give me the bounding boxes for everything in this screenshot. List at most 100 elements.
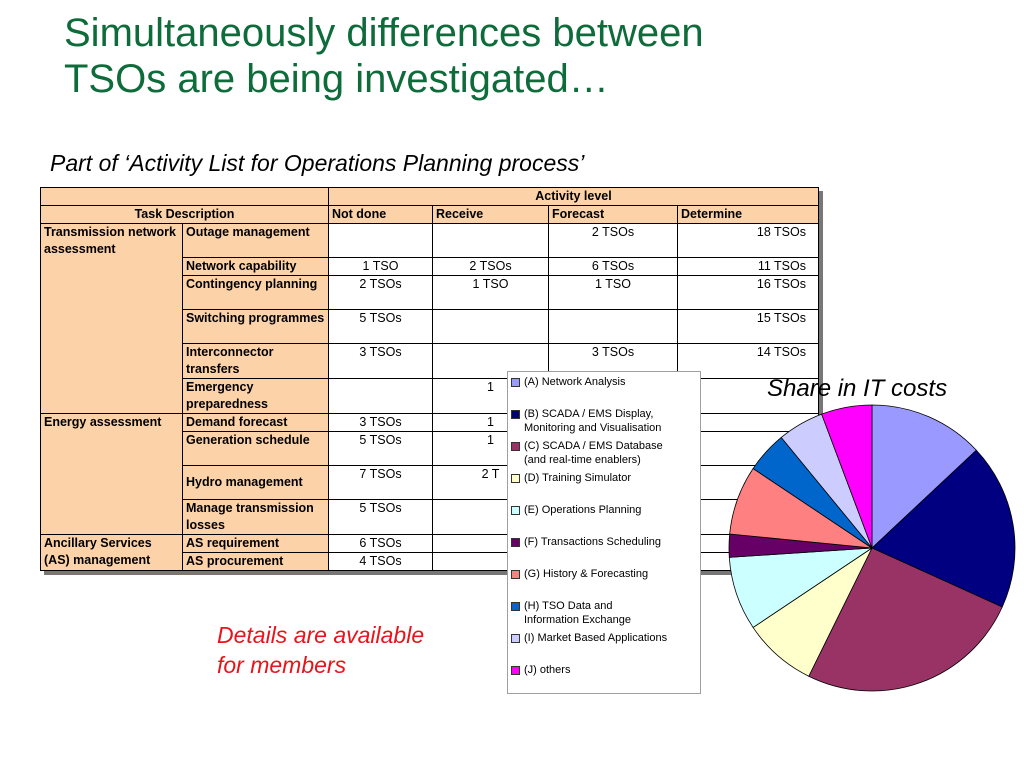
legend-label: (C) SCADA / EMS Database (and real-time … <box>524 440 663 466</box>
cell-not-done: 5 TSOs <box>328 309 433 344</box>
title-line-1: Simultaneously differences between <box>64 11 704 55</box>
title-line-2: TSOs are being investigated… <box>64 57 609 101</box>
pie-slice <box>871 449 1016 608</box>
group-transmission-network-assessment: Transmission network assessment <box>40 223 183 414</box>
cell-not-done: 2 TSOs <box>328 275 433 310</box>
legend-swatch <box>511 634 520 643</box>
cell-determine: 16 TSOs <box>677 275 819 310</box>
legend-swatch <box>511 410 520 419</box>
legend-swatch <box>511 474 520 483</box>
details-note: Details are available for members <box>217 620 424 680</box>
cell-forecast: 6 TSOs <box>548 257 678 276</box>
cell-forecast <box>548 309 678 344</box>
cell-not-done: 1 TSO <box>328 257 433 276</box>
cell-determine: 15 TSOs <box>677 309 819 344</box>
table-caption: Part of ‘Activity List for Operations Pl… <box>50 150 585 176</box>
task-cell: Generation schedule <box>182 431 329 466</box>
table-row: Contingency planning 2 TSOs 1 TSO 1 TSO … <box>41 275 819 310</box>
legend-label: (H) TSO Data and Information Exchange <box>524 600 632 626</box>
column-header-not-done: Not done <box>328 205 433 224</box>
legend-item: (F) Transactions Scheduling <box>511 535 699 549</box>
header-blank-cell <box>40 187 329 206</box>
table-row: Energy assessment Demand forecast 3 TSOs… <box>40 413 819 535</box>
cell-determine: 14 TSOs <box>677 343 819 379</box>
legend-swatch <box>511 538 520 547</box>
column-header-receive: Receive <box>432 205 549 224</box>
group-energy-assessment: Energy assessment <box>40 413 183 535</box>
table-header-row: Activity level <box>40 187 819 206</box>
legend-swatch <box>511 602 520 611</box>
chart-title: Share in IT costs <box>767 375 948 402</box>
cell-not-done <box>328 378 433 414</box>
legend-swatch <box>511 506 520 515</box>
chart-legend: (A) Network Analysis (B) SCADA / EMS Disp… <box>507 371 701 694</box>
table-row: Ancillary Services (AS) management AS re… <box>40 534 819 571</box>
legend-swatch <box>511 378 520 387</box>
cell-not-done: 6 TSOs <box>328 534 433 553</box>
cell-receive: 2 TSOs <box>432 257 549 276</box>
cell-forecast: 1 TSO <box>548 275 678 310</box>
legend-label: (D) Training Simulator <box>524 472 631 484</box>
legend-item: (E) Operations Planning <box>511 503 699 517</box>
cell-not-done: 5 TSOs <box>328 431 433 466</box>
legend-label: (A) Network Analysis <box>524 376 626 388</box>
table-row: Network capability 1 TSO 2 TSOs 6 TSOs 1… <box>41 257 819 276</box>
table-row: Switching programmes 5 TSOs 15 TSOs <box>41 309 819 344</box>
column-header-forecast: Forecast <box>548 205 678 224</box>
details-note-line-1: Details are available <box>217 622 425 648</box>
task-cell: Demand forecast <box>182 413 329 432</box>
activity-table: Activity level Task Description Not done… <box>40 187 819 571</box>
task-description-header: Task Description <box>40 205 329 224</box>
legend-item: (H) TSO Data and Information Exchange <box>511 599 699 627</box>
cell-not-done <box>328 223 433 258</box>
legend-label: (B) SCADA / EMS Display, Monitoring and … <box>524 408 662 434</box>
activity-level-header: Activity level <box>328 187 819 206</box>
task-cell: Hydro management <box>182 465 329 500</box>
legend-label: (G) History & Forecasting <box>524 568 649 580</box>
cell-receive: 1 TSO <box>432 275 549 310</box>
cell-determine <box>677 378 819 414</box>
task-cell: Contingency planning <box>182 275 329 310</box>
cell-receive <box>432 309 549 344</box>
legend-label: (F) Transactions Scheduling <box>524 536 661 548</box>
legend-swatch <box>511 570 520 579</box>
task-cell: Network capability <box>182 257 329 276</box>
cell-not-done: 3 TSOs <box>328 343 433 379</box>
legend-label: (J) others <box>524 664 571 676</box>
legend-item: (A) Network Analysis <box>511 375 699 389</box>
slide-title: Simultaneously differences between TSOs … <box>64 10 824 102</box>
task-cell: AS requirement <box>182 534 329 553</box>
cell-not-done: 3 TSOs <box>328 413 433 432</box>
legend-item: (G) History & Forecasting <box>511 567 699 581</box>
legend-label: (I) Market Based Applications <box>524 632 668 644</box>
cell-forecast: 2 TSOs <box>548 223 678 258</box>
legend-item: (J) others <box>511 663 699 677</box>
cell-determine: 11 TSOs <box>677 257 819 276</box>
column-header-determine: Determine <box>677 205 819 224</box>
task-cell: Manage transmission losses <box>182 499 329 535</box>
legend-label: (E) Operations Planning <box>524 504 642 516</box>
cell-not-done: 4 TSOs <box>328 552 433 571</box>
pie-chart <box>728 404 1016 692</box>
cell-determine: 18 TSOs <box>677 223 819 258</box>
legend-item: (D) Training Simulator <box>511 471 699 485</box>
cell-not-done: 7 TSOs <box>328 465 433 500</box>
task-cell: Interconnector transfers <box>182 343 329 379</box>
legend-item: (I) Market Based Applications <box>511 631 699 645</box>
pie-slice <box>808 547 1003 692</box>
cell-not-done: 5 TSOs <box>328 499 433 535</box>
legend-swatch <box>511 442 520 451</box>
table-row: Transmission network assessment Outage m… <box>40 223 819 414</box>
legend-swatch <box>511 666 520 675</box>
pie-slice <box>821 404 873 549</box>
details-note-line-2: for members <box>217 652 347 678</box>
legend-item: (B) SCADA / EMS Display, Monitoring and … <box>511 407 699 435</box>
cell-receive <box>432 223 549 258</box>
pie-slice <box>871 404 977 549</box>
task-cell: AS procurement <box>182 552 329 571</box>
cell-determine <box>677 413 819 432</box>
task-cell: Outage management <box>182 223 329 258</box>
task-cell: Emergency preparedness <box>182 378 329 414</box>
group-ancillary-services: Ancillary Services (AS) management <box>40 534 183 571</box>
legend-item: (C) SCADA / EMS Database (and real-time … <box>511 439 699 467</box>
